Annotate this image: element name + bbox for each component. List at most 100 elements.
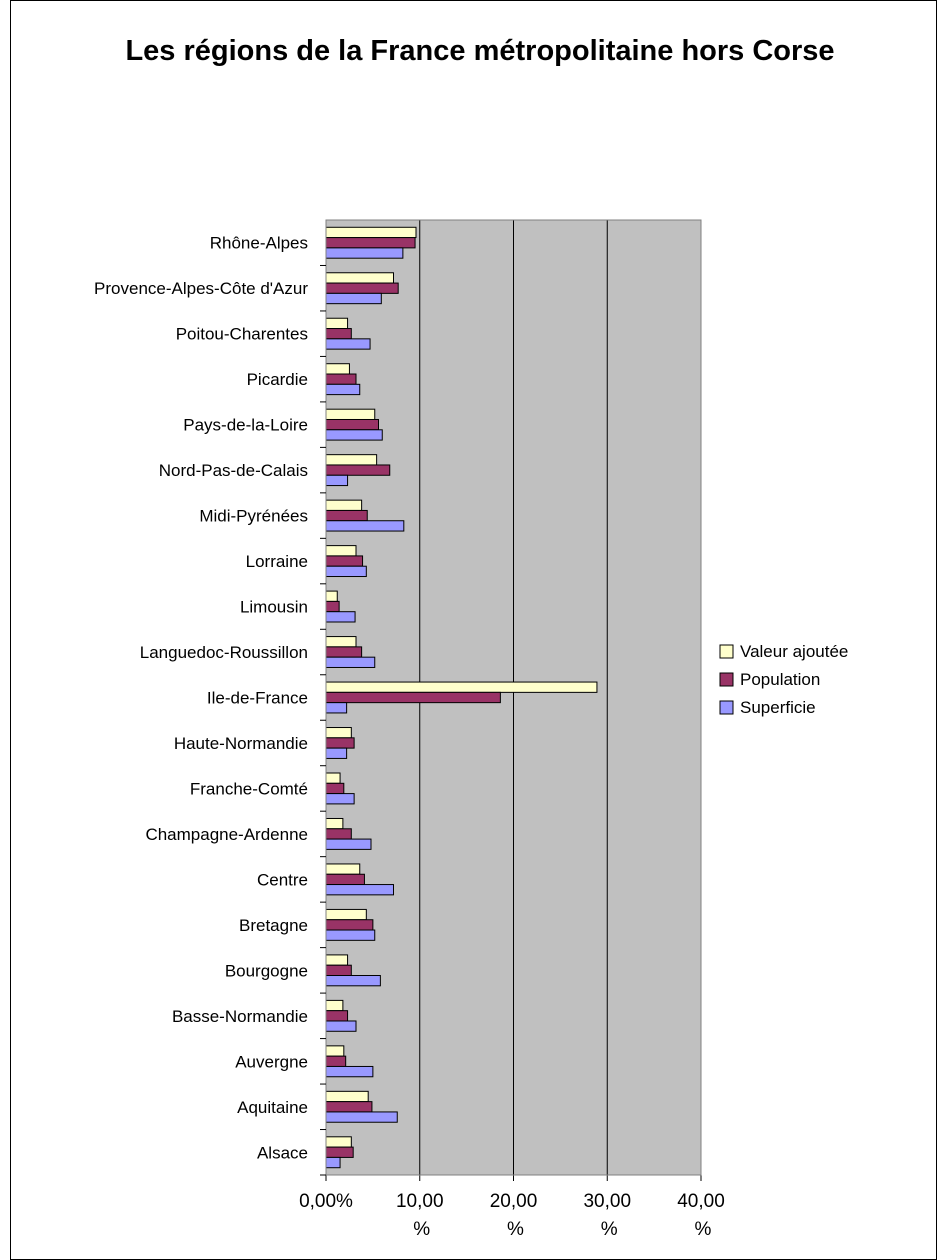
bar-population-ile-de-france	[325, 691, 501, 704]
bar-superficie-lorraine	[325, 565, 367, 578]
bar-superficie-provence-alpes-cote-d-azur	[325, 292, 382, 305]
bar-valeur-ajoutee-poitou-charentes	[325, 317, 349, 330]
bar-valeur-ajoutee-midi-pyrenees	[325, 499, 363, 511]
bar-valeur-ajoutee-lorraine	[325, 545, 357, 557]
category-label-picardie: Picardie	[247, 370, 308, 389]
bar-valeur-ajoutee-centre	[325, 863, 361, 875]
category-label-basse-normandie: Basse-Normandie	[172, 1007, 308, 1026]
bar-population-pays-de-la-loire	[325, 418, 379, 431]
bar-valeur-ajoutee-pays-de-la-loire	[325, 408, 376, 420]
bar-valeur-ajoutee-bretagne	[325, 908, 367, 921]
category-label-haute-normandie: Haute-Normandie	[174, 734, 308, 753]
category-label-pays-de-la-loire: Pays-de-la-Loire	[183, 416, 308, 435]
bar-superficie-midi-pyrenees	[325, 520, 405, 532]
bar-valeur-ajoutee-provence-alpes-cote-d-azur	[325, 272, 394, 284]
bar-superficie-languedoc-roussillon	[325, 656, 376, 668]
category-label-rhone-alpes: Rhône-Alpes	[210, 234, 308, 253]
legend-label-superficie: Superficie	[740, 698, 816, 717]
category-label-ile-de-france: Ile-de-France	[207, 689, 308, 708]
legend: Valeur ajoutée Population Superficie	[719, 642, 848, 717]
bar-valeur-ajoutee-ile-de-france	[325, 681, 598, 693]
bar-population-provence-alpes-cote-d-azur	[325, 282, 399, 294]
bar-valeur-ajoutee-languedoc-roussillon	[325, 636, 357, 648]
bar-superficie-rhone-alpes	[325, 247, 404, 259]
bar-population-aquitaine	[325, 1101, 373, 1113]
bar-valeur-ajoutee-champagne-ardenne	[325, 817, 344, 830]
bar-superficie-auvergne	[325, 1065, 374, 1078]
legend-swatch-superficie	[719, 700, 734, 715]
category-label-languedoc-roussillon: Languedoc-Roussillon	[140, 643, 308, 662]
bar-superficie-haute-normandie	[325, 747, 348, 759]
category-label-midi-pyrenees: Midi-Pyrénées	[199, 507, 308, 526]
category-label-champagne-ardenne: Champagne-Ardenne	[145, 825, 308, 844]
bar-superficie-nord-pas-de-calais	[325, 474, 349, 487]
bar-superficie-bretagne	[325, 929, 376, 941]
x-tick-label-unit: %	[507, 1219, 524, 1240]
bar-valeur-ajoutee-nord-pas-de-calais	[325, 454, 378, 466]
bar-population-haute-normandie	[325, 737, 355, 749]
legend-label-valeur-ajoutee: Valeur ajoutée	[740, 642, 848, 661]
bar-population-bretagne	[325, 919, 374, 931]
x-tick-label: 30,00	[583, 1191, 631, 1212]
x-tick-label-unit: %	[695, 1219, 712, 1240]
x-tick-label-unit: %	[413, 1219, 430, 1240]
category-label-bretagne: Bretagne	[239, 916, 308, 935]
bar-population-bourgogne	[325, 964, 352, 977]
bar-population-nord-pas-de-calais	[325, 464, 391, 476]
category-label-provence-alpes-cote-d-azur: Provence-Alpes-Côte d'Azur	[94, 279, 308, 298]
bar-valeur-ajoutee-alsace	[325, 1136, 352, 1148]
bar-superficie-poitou-charentes	[325, 338, 371, 350]
bar-population-languedoc-roussillon	[325, 646, 363, 658]
bar-population-rhone-alpes	[325, 237, 416, 249]
x-tick-label: 10,00	[396, 1191, 444, 1212]
chart-title: Les régions de la France métropolitaine …	[125, 35, 835, 67]
category-label-alsace: Alsace	[257, 1143, 308, 1162]
bar-population-limousin	[325, 600, 340, 613]
legend-swatch-valeur-ajoutee	[719, 644, 734, 659]
category-label-nord-pas-de-calais: Nord-Pas-de-Calais	[159, 461, 308, 480]
bar-population-picardie	[325, 373, 357, 385]
bar-valeur-ajoutee-limousin	[325, 590, 338, 602]
category-label-franche-comte: Franche-Comté	[190, 779, 308, 798]
bar-population-auvergne	[325, 1055, 347, 1067]
bar-superficie-centre	[325, 884, 394, 896]
bar-population-midi-pyrenees	[325, 509, 368, 522]
category-label-bourgogne: Bourgogne	[225, 961, 308, 980]
x-tick-label-unit: %	[601, 1219, 618, 1240]
bar-superficie-alsace	[325, 1156, 341, 1169]
bar-valeur-ajoutee-aquitaine	[325, 1090, 369, 1103]
bar-valeur-ajoutee-auvergne	[325, 1045, 345, 1057]
x-tick-label: 20,00	[490, 1191, 538, 1212]
bar-superficie-franche-comte	[325, 793, 355, 805]
bar-superficie-champagne-ardenne	[325, 838, 372, 850]
category-label-limousin: Limousin	[240, 598, 308, 617]
bar-superficie-aquitaine	[325, 1111, 398, 1123]
category-label-lorraine: Lorraine	[246, 552, 308, 571]
category-label-auvergne: Auvergne	[235, 1052, 308, 1071]
category-label-centre: Centre	[257, 870, 308, 889]
x-tick-label: 40,00	[677, 1191, 725, 1212]
bar-valeur-ajoutee-bourgogne	[325, 954, 349, 966]
bar-valeur-ajoutee-rhone-alpes	[325, 226, 417, 239]
legend-label-population: Population	[740, 670, 820, 689]
bar-superficie-limousin	[325, 611, 356, 623]
bar-valeur-ajoutee-franche-comte	[325, 772, 341, 784]
bar-superficie-pays-de-la-loire	[325, 429, 383, 441]
bar-population-poitou-charentes	[325, 328, 352, 340]
plot-border	[325, 219, 702, 1176]
bar-superficie-basse-normandie	[325, 1020, 357, 1032]
bar-population-franche-comte	[325, 782, 345, 795]
bar-population-basse-normandie	[325, 1010, 349, 1022]
bar-superficie-ile-de-france	[325, 702, 348, 714]
category-label-poitou-charentes: Poitou-Charentes	[176, 325, 308, 344]
bar-population-champagne-ardenne	[325, 828, 352, 840]
bar-population-centre	[325, 873, 365, 886]
bar-valeur-ajoutee-basse-normandie	[325, 999, 344, 1012]
bar-population-alsace	[325, 1146, 354, 1158]
bar-superficie-picardie	[325, 383, 361, 396]
legend-swatch-population	[719, 672, 734, 687]
x-tick-label: 0,00%	[299, 1191, 353, 1212]
bar-valeur-ajoutee-haute-normandie	[325, 727, 352, 739]
bar-valeur-ajoutee-picardie	[325, 363, 350, 375]
